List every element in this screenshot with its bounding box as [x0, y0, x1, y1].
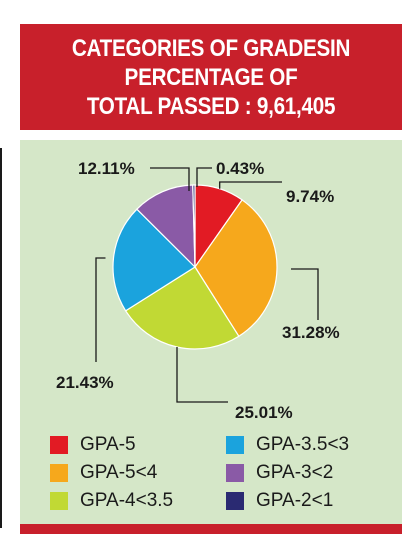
- data-label: 0.43%: [216, 159, 264, 178]
- leader-line: [176, 347, 228, 403]
- legend-swatch: [226, 492, 244, 510]
- legend-label: GPA-5<4: [80, 462, 158, 483]
- data-label: 25.01%: [235, 403, 293, 422]
- legend-item: GPA-3.5<3: [226, 434, 349, 456]
- title-line-3: TOTAL PASSED : 9,61,405: [86, 92, 336, 120]
- leader-line: [196, 167, 212, 187]
- data-label: 31.28%: [282, 323, 340, 342]
- legend-swatch: [50, 464, 68, 482]
- leader-line: [219, 181, 282, 189]
- title-line-1: CATEGORIES OF GRADESIN: [71, 34, 351, 62]
- legend-label: GPA-3<2: [256, 462, 334, 483]
- data-label: 9.74%: [286, 187, 334, 206]
- legend-swatch: [50, 436, 68, 454]
- legend-item: GPA-5<4: [50, 462, 157, 484]
- infographic-card: CATEGORIES OF GRADESIN PERCENTAGE OF TOT…: [20, 24, 402, 534]
- legend-swatch: [226, 464, 244, 482]
- legend-item: GPA-2<1: [226, 490, 333, 512]
- left-border-rule: [0, 148, 2, 528]
- legend-item: GPA-3<2: [226, 462, 333, 484]
- title-line-2: PERCENTAGE OF: [124, 63, 298, 91]
- chart-panel: 9.74% 31.28% 25.01% 21.43% 12.11% 0.43% GPA-5…: [20, 140, 402, 524]
- legend-item: GPA-5: [50, 434, 136, 456]
- legend-swatch: [226, 436, 244, 454]
- pie-slice-gpa-3-2: [136, 184, 196, 269]
- legend-label: GPA-5: [80, 434, 136, 455]
- legend-item: GPA-4<3.5: [50, 490, 173, 512]
- legend-label: GPA-2<1: [256, 490, 334, 511]
- pie-chart: 9.74% 31.28% 25.01% 21.43% 12.11% 0.43%: [56, 159, 340, 422]
- legend-swatch: [50, 492, 68, 510]
- pie-slice-gpa-2-1: [192, 184, 196, 268]
- leader-line: [95, 257, 106, 362]
- leader-line: [291, 268, 319, 320]
- bottom-accent-bar: [20, 524, 402, 534]
- pie-slice-gpa-5-4: [194, 199, 278, 338]
- chart-title-banner: CATEGORIES OF GRADESIN PERCENTAGE OF TOT…: [20, 24, 402, 130]
- leader-line: [150, 167, 190, 191]
- legend-label: GPA-3.5<3: [256, 434, 350, 455]
- data-label: 21.43%: [56, 373, 114, 392]
- legend-label: GPA-4<3.5: [80, 490, 174, 511]
- pie-slice-gpa-4-3-5: [124, 266, 240, 350]
- data-label: 12.11%: [78, 159, 135, 178]
- pie-slice-gpa-3-5-3: [112, 208, 196, 312]
